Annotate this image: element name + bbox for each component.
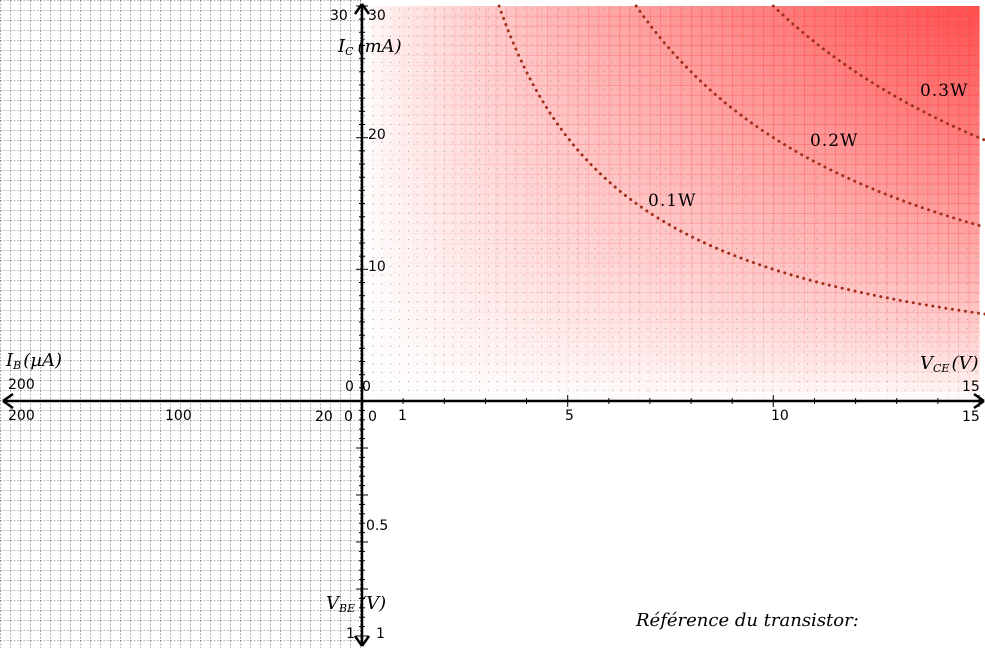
ib-axis-label: IB (µA) bbox=[5, 350, 62, 372]
vce-tick-marks bbox=[402, 395, 980, 407]
origin-label-upper: 0 bbox=[362, 379, 371, 395]
ib-top-left-label: 200 bbox=[8, 377, 35, 393]
ib-tick-label-20: 20 bbox=[315, 409, 333, 425]
isocurve-0.1W bbox=[497, 4, 985, 316]
vce-end-label: 15 bbox=[962, 379, 980, 395]
iso-label-0.1W: 0.1W bbox=[648, 191, 697, 211]
vbe-axis-label: VBE (V) bbox=[326, 593, 386, 615]
vce-tick-label-1: 1 bbox=[398, 408, 407, 424]
ic-tick-label-30-left: 30 bbox=[330, 8, 348, 24]
ib-tick-label-200: 200 bbox=[8, 408, 35, 424]
ic-tick-label-10: 10 bbox=[368, 259, 386, 275]
ib-tick-label-100: 100 bbox=[165, 408, 192, 424]
vce-tick-label-15: 15 bbox=[962, 409, 980, 425]
vce-axis-label: VCE (V) bbox=[920, 353, 979, 375]
vce-tick-label-5: 5 bbox=[565, 408, 574, 424]
dotted-grid-area bbox=[362, 6, 979, 399]
isopower-curves bbox=[497, 4, 985, 316]
isocurve-0.3W bbox=[771, 4, 985, 142]
ic-tick-marks bbox=[356, 5, 368, 389]
vce-tick-label-10: 10 bbox=[771, 408, 789, 424]
vbe-bottom-label: 1 bbox=[346, 626, 355, 642]
vbe-tick-label-05: 0.5 bbox=[366, 518, 388, 534]
ic-tick-label-30: 30 bbox=[368, 8, 386, 24]
iso-label-0.2W: 0.2W bbox=[810, 131, 859, 151]
ib-tick-label-0: 0 bbox=[344, 409, 353, 425]
left-grid-area bbox=[0, 0, 361, 648]
ib-top-right-label: 0 bbox=[345, 379, 354, 395]
ic-axis-label: IC (mA) bbox=[337, 36, 402, 58]
transistor-reference-label: Référence du transistor: bbox=[636, 610, 859, 631]
left-arrow-head bbox=[2, 392, 14, 410]
vce-origin-label: 0 bbox=[368, 409, 377, 425]
iso-label-0.3W: 0.3W bbox=[920, 81, 969, 101]
vbe-tick-label-1: 1 bbox=[376, 626, 385, 642]
down-arrow-head bbox=[353, 635, 371, 647]
ic-tick-label-20: 20 bbox=[368, 127, 386, 143]
